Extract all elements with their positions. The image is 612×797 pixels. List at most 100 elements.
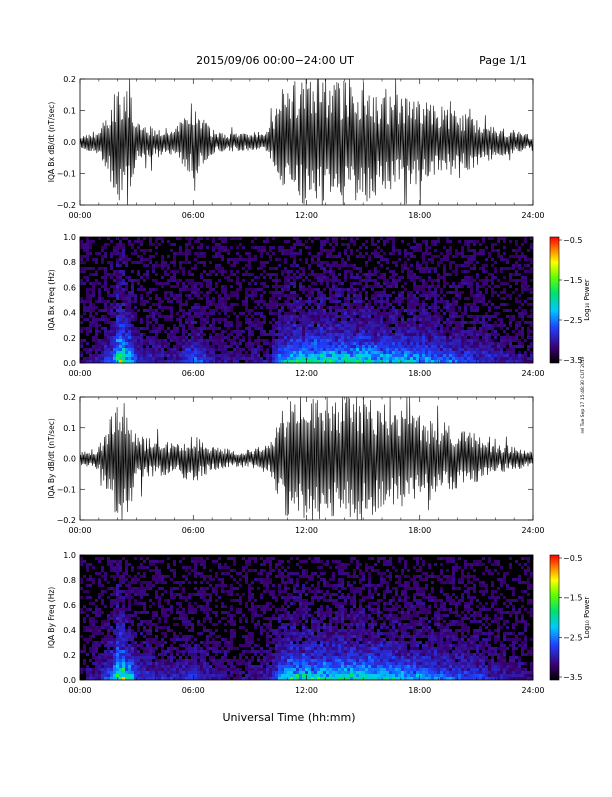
spectrogram-cell — [119, 303, 122, 306]
spectrogram-cell — [113, 665, 116, 668]
spectrogram-cell — [521, 312, 524, 315]
spectrogram-cell — [104, 288, 107, 291]
spectrogram-cell — [209, 324, 212, 327]
spectrogram-cell — [506, 327, 509, 330]
spectrogram-cell — [221, 354, 224, 357]
spectrogram-cell — [509, 279, 512, 282]
spectrogram-cell — [470, 279, 473, 282]
spectrogram-cell — [188, 273, 191, 276]
spectrogram-cell — [116, 575, 119, 578]
spectrogram-cell — [146, 327, 149, 330]
spectrogram-cell — [284, 360, 287, 363]
spectrogram-cell — [485, 303, 488, 306]
spectrogram-cell — [128, 581, 131, 584]
spectrogram-cell — [257, 351, 260, 354]
spectrogram-cell — [479, 252, 482, 255]
spectrogram-cell — [515, 255, 518, 258]
spectrogram-cell — [278, 294, 281, 297]
spectrogram-cell — [233, 264, 236, 267]
spectrogram-cell — [185, 336, 188, 339]
spectrogram-cell — [401, 270, 404, 273]
spectrogram-cell — [503, 282, 506, 285]
spectrogram-cell — [257, 321, 260, 324]
spectrogram-cell — [326, 240, 329, 243]
spectrogram-cell — [218, 297, 221, 300]
spectrogram-cell — [89, 626, 92, 629]
spectrogram-cell — [158, 360, 161, 363]
spectrogram-cell — [503, 276, 506, 279]
spectrogram-cell — [323, 267, 326, 270]
spectrogram-cell — [428, 285, 431, 288]
spectrogram-cell — [524, 270, 527, 273]
spectrogram-cell — [227, 327, 230, 330]
spectrogram-cell — [446, 321, 449, 324]
spectrogram-cell — [281, 294, 284, 297]
spectrogram-cell — [434, 240, 437, 243]
spectrogram-cell — [356, 273, 359, 276]
spectrogram-cell — [305, 333, 308, 336]
spectrogram-cell — [284, 270, 287, 273]
spectrogram-cell — [152, 674, 155, 677]
spectrogram-cell — [125, 650, 128, 653]
spectrogram-cell — [437, 318, 440, 321]
spectrogram-cell — [407, 339, 410, 342]
spectrogram-cell — [326, 261, 329, 264]
spectrogram-cell — [350, 357, 353, 360]
spectrogram-cell — [155, 279, 158, 282]
spectrogram-cell — [473, 306, 476, 309]
spectrogram-cell — [374, 324, 377, 327]
spectrogram-cell — [392, 312, 395, 315]
spectrogram-cell — [146, 315, 149, 318]
spectrogram-cell — [161, 282, 164, 285]
spectrogram-cell — [392, 285, 395, 288]
spectrogram-cell — [491, 282, 494, 285]
spectrogram-cell — [311, 351, 314, 354]
spectrogram-cell — [218, 342, 221, 345]
spectrogram-cell — [119, 309, 122, 312]
spectrogram-cell — [179, 321, 182, 324]
spectrogram-cell — [521, 333, 524, 336]
spectrogram-cell — [323, 261, 326, 264]
spectrogram-cell — [530, 258, 533, 261]
spectrogram-cell — [383, 333, 386, 336]
spectrogram-cell — [335, 318, 338, 321]
spectrogram-cell — [491, 279, 494, 282]
spectrogram-cell — [149, 258, 152, 261]
spectrogram-cell — [314, 273, 317, 276]
spectrogram-cell — [422, 303, 425, 306]
spectrogram-cell — [191, 339, 194, 342]
spectrogram-cell — [188, 240, 191, 243]
spectrogram-cell — [413, 360, 416, 363]
spectrogram-cell — [425, 243, 428, 246]
spectrogram-cell — [95, 270, 98, 273]
spectrogram-cell — [308, 246, 311, 249]
spectrogram-cell — [491, 354, 494, 357]
spectrogram-cell — [173, 243, 176, 246]
spectrogram-cell — [431, 330, 434, 333]
spectrogram-cell — [110, 339, 113, 342]
spectrogram-cell — [161, 342, 164, 345]
spectrogram-cell — [395, 357, 398, 360]
spectrogram-cell — [155, 668, 158, 671]
spectrogram-cell — [125, 638, 128, 641]
spectrogram-cell — [215, 336, 218, 339]
spectrogram-cell — [89, 324, 92, 327]
spectrogram-cell — [149, 357, 152, 360]
spectrogram-cell — [287, 348, 290, 351]
spectrogram-cell — [152, 342, 155, 345]
spectrogram-cell — [470, 285, 473, 288]
spectrogram-cell — [122, 557, 125, 560]
spectrogram-cell — [239, 312, 242, 315]
spectrogram-cell — [125, 351, 128, 354]
spectrogram-cell — [365, 333, 368, 336]
spectrogram-cell — [275, 258, 278, 261]
spectrogram-cell — [530, 279, 533, 282]
y-tick-label: 0.2 — [63, 334, 76, 343]
spectrogram-cell — [140, 587, 143, 590]
spectrogram-cell — [326, 348, 329, 351]
spectrogram-cell — [107, 273, 110, 276]
spectrogram-cell — [320, 351, 323, 354]
spectrogram-cell — [188, 348, 191, 351]
spectrogram-cell — [323, 297, 326, 300]
spectrogram-cell — [470, 354, 473, 357]
